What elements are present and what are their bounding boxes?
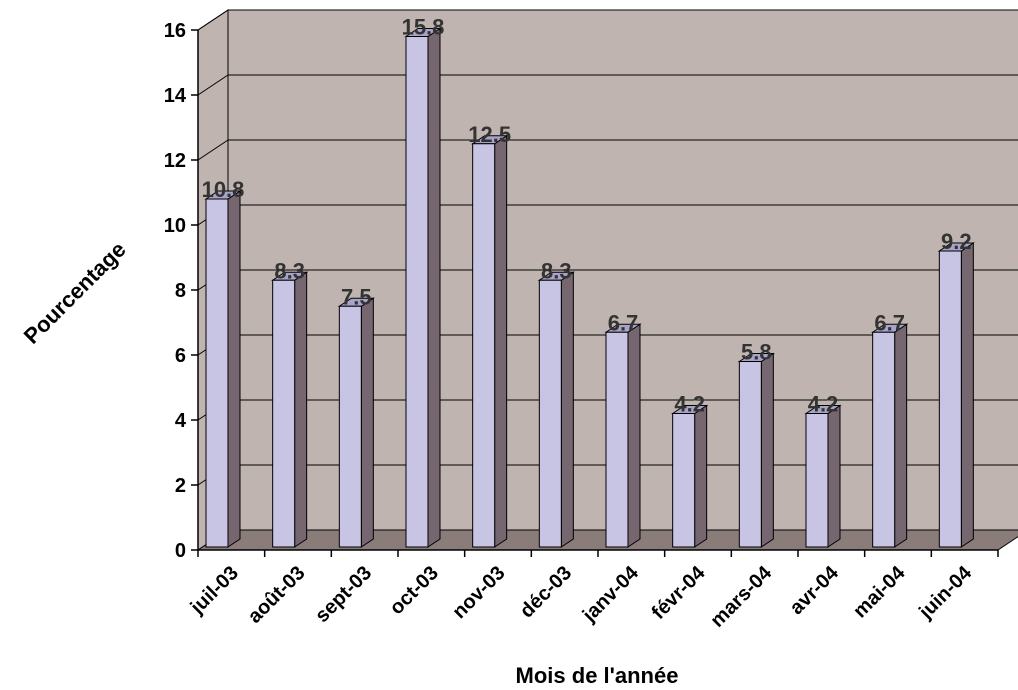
bar (471, 134, 509, 548)
bar-side (760, 352, 774, 548)
bar-front (605, 331, 629, 548)
bar-side (627, 323, 641, 548)
y-tick-labels: 0 2 4 6 8 10 12 14 16 (164, 20, 187, 562)
data-label: 9.2 (941, 229, 972, 254)
x-tick-label: mai-04 (849, 561, 910, 622)
bar-side (227, 190, 241, 548)
bar (804, 404, 842, 548)
bar (671, 404, 709, 548)
y-tick-label: 16 (164, 20, 186, 42)
x-tick-label: mars-04 (706, 561, 776, 631)
bar-front (872, 331, 896, 548)
x-tick-label: janv-04 (578, 561, 644, 627)
bar-front (938, 250, 962, 548)
x-tick-label: nov-03 (448, 562, 509, 623)
data-label: 4.2 (808, 392, 839, 417)
x-tick-label: juil-03 (186, 562, 243, 619)
axes (191, 29, 999, 557)
bar (737, 352, 775, 548)
bars (204, 27, 975, 548)
y-tick-label: 0 (175, 540, 186, 562)
bar (271, 271, 309, 548)
bar (404, 27, 442, 548)
data-label: 5.8 (741, 340, 772, 365)
bar-side (560, 271, 574, 548)
bar (871, 323, 909, 548)
bar-front (205, 198, 229, 548)
x-tick-label: sept-03 (311, 562, 376, 627)
x-axis-title: Mois de l'année (516, 663, 679, 688)
x-tick-label: juin-04 (914, 561, 976, 623)
bar-front (538, 279, 562, 548)
bar-front (338, 305, 362, 548)
data-labels: 10.8 8.3 7.5 15.8 12.5 8.3 6.7 4.2 5.8 4.2 6.7 9.2 (202, 15, 972, 417)
x-tick-label: févr-04 (648, 561, 711, 624)
x-tick-label: avr-04 (786, 561, 844, 619)
bar-side (827, 404, 841, 548)
y-tick-label: 14 (164, 85, 187, 107)
bar (337, 297, 375, 548)
y-axis-title: Pourcentage (19, 237, 131, 349)
gridline-side (197, 74, 229, 96)
data-label: 6.7 (874, 310, 905, 335)
bar-front (738, 361, 762, 548)
bar (604, 323, 642, 548)
x-tick-label: août-03 (244, 562, 310, 628)
bar-front (672, 413, 696, 548)
y-tick-label: 4 (175, 410, 187, 432)
bar-front (405, 36, 429, 548)
bar-side (894, 323, 908, 548)
bar-side (694, 404, 708, 548)
bar-side (427, 27, 441, 548)
bar (937, 242, 975, 548)
y-tick-label: 10 (164, 215, 186, 237)
x-tick-label: oct-03 (386, 562, 443, 619)
gridline-side (197, 9, 229, 31)
bar-front (472, 143, 496, 548)
data-label: 8.3 (541, 258, 572, 283)
bar (537, 271, 575, 548)
bar-side (294, 271, 308, 548)
data-label: 12.5 (468, 122, 511, 147)
y-tick-label: 2 (175, 475, 186, 497)
y-tick-label: 6 (175, 345, 186, 367)
x-tick-labels: juil-03 août-03 sept-03 oct-03 nov-03 déc-03 j… (186, 561, 977, 631)
bar (204, 190, 242, 548)
y-tick-label: 12 (164, 150, 186, 172)
data-label: 6.7 (608, 310, 639, 335)
y-tick-label: 8 (175, 280, 186, 302)
bar-side (494, 134, 508, 548)
bar-side (360, 297, 374, 548)
bar-front (805, 413, 829, 548)
data-label: 15.8 (402, 15, 445, 40)
x-tick-label: déc-03 (516, 562, 576, 622)
data-label: 10.8 (202, 177, 245, 202)
data-label: 8.3 (274, 258, 305, 283)
bar-front (272, 279, 296, 548)
data-label: 4.2 (674, 392, 705, 417)
gridline-side (197, 139, 229, 161)
data-label: 7.5 (341, 284, 372, 309)
bar-side (960, 242, 974, 548)
